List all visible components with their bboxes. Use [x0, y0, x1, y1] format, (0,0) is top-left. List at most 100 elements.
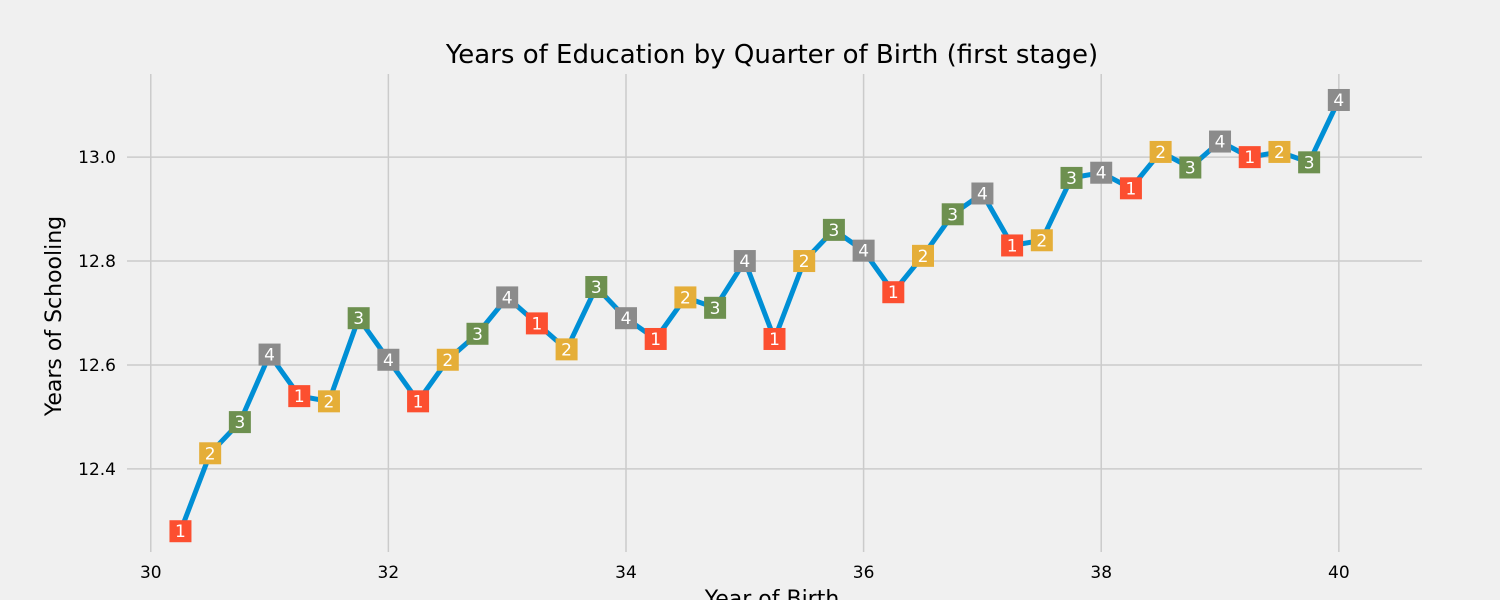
quarter-marker-box — [793, 250, 816, 273]
quarter-marker-label: 1 — [413, 392, 424, 412]
y-tick-label: 13.0 — [78, 148, 116, 168]
data-point-q2: 2 — [912, 244, 935, 267]
data-point-q4: 4 — [1327, 88, 1350, 111]
quarter-marker-label: 4 — [1096, 164, 1107, 184]
quarter-marker-box — [347, 307, 370, 330]
data-point-q3: 3 — [822, 218, 845, 241]
data-point-q3: 3 — [347, 307, 370, 330]
quarter-marker-box — [763, 327, 786, 350]
quarter-marker-label: 2 — [680, 288, 691, 308]
quarter-marker-label: 2 — [1036, 231, 1047, 251]
quarter-marker-label: 4 — [264, 346, 275, 366]
quarter-marker-label: 4 — [977, 185, 988, 205]
quarter-marker-box — [525, 312, 548, 335]
quarter-marker-label: 3 — [1066, 169, 1077, 189]
data-point-q4: 4 — [496, 286, 519, 309]
data-point-q3: 3 — [1298, 151, 1321, 174]
quarter-marker-label: 2 — [561, 340, 572, 360]
quarter-marker-label: 1 — [769, 330, 780, 350]
data-point-q1: 1 — [1001, 234, 1024, 257]
x-axis-label: Year of Birth — [704, 587, 840, 600]
quarter-marker-box — [466, 322, 489, 345]
quarter-marker-label: 4 — [621, 309, 632, 329]
data-point-q3: 3 — [466, 322, 489, 345]
quarter-marker-box — [852, 239, 875, 262]
quarter-marker-box — [733, 250, 756, 273]
quarter-marker-label: 1 — [888, 283, 899, 303]
quarter-marker-box — [407, 390, 430, 413]
quarter-marker-label: 3 — [591, 278, 602, 298]
quarter-marker-box — [228, 411, 251, 434]
quarter-marker-label: 1 — [1244, 148, 1255, 168]
quarter-marker-box — [436, 348, 459, 371]
quarter-marker-label: 1 — [175, 522, 186, 542]
quarter-marker-label: 4 — [858, 242, 869, 262]
quarter-marker-box — [288, 385, 311, 408]
quarter-marker-box — [704, 296, 727, 319]
x-tick-label: 38 — [1090, 563, 1112, 583]
quarter-marker-box — [1327, 88, 1350, 111]
quarter-marker-box — [941, 203, 964, 226]
quarter-marker-box — [1238, 146, 1261, 169]
quarter-marker-box — [674, 286, 697, 309]
quarter-marker-box — [882, 281, 905, 304]
quarter-marker-box — [614, 307, 637, 330]
data-point-q3: 3 — [228, 411, 251, 434]
data-point-q2: 2 — [317, 390, 340, 413]
x-tick-label: 34 — [615, 563, 637, 583]
data-point-q3: 3 — [941, 203, 964, 226]
quarter-marker-label: 4 — [383, 351, 394, 371]
y-tick-label: 12.4 — [78, 460, 116, 480]
data-point-q4: 4 — [377, 348, 400, 371]
quarter-marker-box — [1179, 156, 1202, 179]
quarter-marker-label: 2 — [1155, 143, 1166, 163]
quarter-marker-label: 1 — [650, 330, 661, 350]
series-line — [178, 98, 1342, 533]
data-point-q1: 1 — [169, 520, 192, 543]
data-point-q2: 2 — [1030, 229, 1053, 252]
chart-title: Years of Education by Quarter of Birth (… — [445, 40, 1098, 70]
quarter-marker-label: 2 — [918, 247, 929, 267]
x-tick-labels: 30 32 34 36 38 40 — [140, 563, 1350, 583]
quarter-marker-box — [585, 276, 608, 299]
data-point-q1: 1 — [1238, 146, 1261, 169]
quarter-marker-box — [377, 348, 400, 371]
quarter-marker-label: 2 — [324, 392, 335, 412]
y-gridlines — [127, 156, 1422, 470]
quarter-marker-label: 1 — [531, 314, 542, 334]
quarter-marker-box — [1090, 161, 1113, 184]
quarter-marker-label: 2 — [799, 252, 810, 272]
quarter-marker-box — [317, 390, 340, 413]
quarter-marker-label: 3 — [1304, 153, 1315, 173]
quarter-marker-label: 2 — [1274, 143, 1285, 163]
quarter-marker-box — [1209, 130, 1232, 153]
quarter-marker-box — [1030, 229, 1053, 252]
x-tick-label: 36 — [853, 563, 875, 583]
x-tick-label: 30 — [140, 563, 162, 583]
x-tick-label: 32 — [378, 563, 400, 583]
quarter-marker-box — [496, 286, 519, 309]
data-point-q1: 1 — [644, 327, 667, 350]
data-point-q2: 2 — [1268, 140, 1291, 163]
y-axis-label: Years of Schooling — [42, 216, 67, 417]
quarter-marker-box — [1119, 177, 1142, 200]
data-point-q3: 3 — [704, 296, 727, 319]
data-point-q4: 4 — [1209, 130, 1232, 153]
quarter-marker-box — [971, 182, 994, 205]
quarter-marker-label: 2 — [442, 351, 453, 371]
quarter-marker-label: 3 — [234, 413, 245, 433]
quarter-marker-label: 4 — [1333, 91, 1344, 111]
data-point-q3: 3 — [585, 276, 608, 299]
quarter-marker-box — [199, 442, 222, 465]
data-point-q1: 1 — [525, 312, 548, 335]
quarter-marker-label: 1 — [1007, 236, 1018, 256]
y-tick-labels: 12.4 12.6 12.8 13.0 — [78, 148, 116, 480]
quarter-marker-label: 3 — [1185, 159, 1196, 179]
data-point-q2: 2 — [674, 286, 697, 309]
quarter-marker-label: 4 — [502, 288, 513, 308]
quarter-marker-box — [258, 343, 281, 366]
quarter-marker-label: 3 — [353, 309, 364, 329]
data-point-q1: 1 — [407, 390, 430, 413]
data-point-q4: 4 — [852, 239, 875, 262]
